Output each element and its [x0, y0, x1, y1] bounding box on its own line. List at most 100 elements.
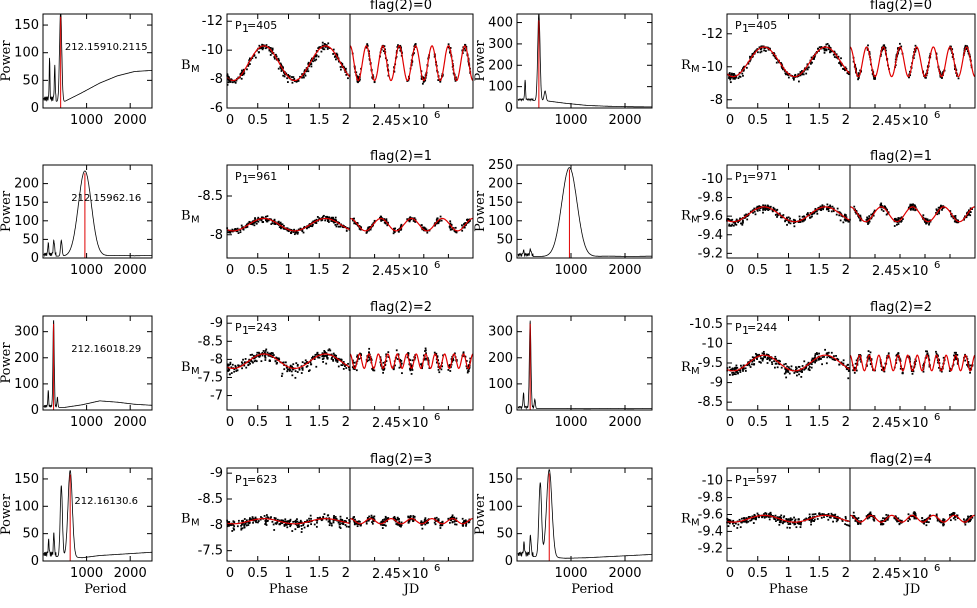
data-point [322, 48, 325, 51]
data-point [464, 355, 467, 358]
y-tick-label: 250 [488, 158, 513, 173]
data-point [287, 368, 290, 371]
data-point [756, 354, 759, 357]
y-axis-label-subscript: M [191, 518, 200, 529]
x-axis-label: Phase [769, 582, 809, 597]
data-point [739, 526, 742, 529]
data-point [785, 369, 788, 372]
data-point [426, 231, 429, 234]
data-point [749, 210, 752, 213]
x-tick-label: 2.45×10 [372, 416, 428, 431]
data-point [259, 518, 262, 521]
data-point [335, 58, 337, 61]
data-point [422, 81, 425, 83]
x-tick-label: 1 [284, 263, 292, 278]
data-point [370, 517, 373, 519]
data-point [844, 214, 847, 216]
data-point [290, 370, 293, 373]
data-point [912, 207, 915, 210]
data-point [786, 521, 789, 524]
data-point [254, 56, 257, 59]
data-point [774, 355, 777, 358]
data-point [754, 517, 757, 520]
data-point [407, 521, 410, 524]
data-point [836, 519, 839, 522]
data-point [315, 353, 318, 356]
data-point [853, 205, 856, 208]
data-point [282, 67, 284, 69]
y-tick-label: 200 [14, 177, 39, 192]
data-point [842, 221, 845, 224]
data-point [253, 357, 256, 359]
y-axis-label-subscript: M [191, 366, 200, 377]
data-point [317, 55, 320, 58]
y-tick-label: 0 [505, 403, 513, 418]
period-label-subscript: 1 [242, 476, 249, 489]
time-series-panel: flag(2)=22.45×10 6 [349, 300, 474, 431]
data-point [911, 204, 914, 207]
data-point [785, 376, 788, 379]
data-point [293, 520, 296, 523]
data-point [275, 55, 278, 58]
data-point [783, 372, 786, 375]
x-tick-label: 1.5 [809, 113, 830, 128]
data-point [257, 220, 260, 223]
data-point [311, 357, 313, 359]
data-point [296, 526, 299, 528]
data-point [449, 220, 452, 223]
data-point [337, 365, 340, 368]
data-point [936, 519, 939, 522]
data-point [365, 232, 368, 234]
data-point [380, 48, 383, 51]
data-point [827, 48, 830, 51]
data-point [814, 361, 816, 364]
data-point [384, 520, 386, 522]
y-axis-label: R [681, 512, 692, 527]
period-label-subscript: 1 [242, 173, 249, 186]
data-point [884, 205, 887, 208]
x-tick-label: 0.5 [247, 415, 268, 430]
x-tick-label: 0.5 [747, 566, 768, 581]
data-point [900, 521, 902, 524]
data-point [234, 364, 237, 367]
data-point [812, 520, 814, 522]
phase-panel: 0 0.5 1 1.5 2-8.5-8B MP 1=961 [181, 164, 351, 278]
data-point [842, 67, 844, 70]
data-point [760, 50, 763, 53]
data-point [366, 44, 369, 47]
data-point [455, 520, 458, 522]
data-point [298, 525, 300, 528]
data-point [813, 58, 815, 60]
data-point [269, 517, 272, 520]
data-point [302, 231, 305, 234]
data-point [454, 523, 456, 526]
data-point [335, 354, 338, 357]
data-point [282, 519, 284, 522]
data-point [341, 522, 343, 525]
data-point [332, 521, 335, 524]
y-tick-label: -9.2 [698, 246, 723, 261]
data-point [467, 221, 470, 224]
data-point [440, 219, 443, 222]
data-point [270, 352, 273, 354]
data-point [926, 521, 928, 523]
data-point [732, 221, 735, 224]
data-point [948, 370, 951, 372]
data-point [740, 520, 742, 523]
data-point [348, 519, 351, 521]
data-point [393, 515, 396, 518]
data-point [795, 366, 797, 369]
data-point [867, 514, 869, 516]
data-point [968, 209, 970, 212]
data-point [347, 362, 349, 365]
data-point [818, 514, 821, 516]
data-point [382, 371, 385, 374]
x-tick-label: 0 [226, 263, 234, 278]
data-point [231, 228, 234, 231]
data-point [817, 208, 820, 211]
data-point [813, 212, 815, 214]
data-point [910, 203, 913, 206]
data-point [313, 523, 316, 526]
data-point [254, 217, 256, 219]
